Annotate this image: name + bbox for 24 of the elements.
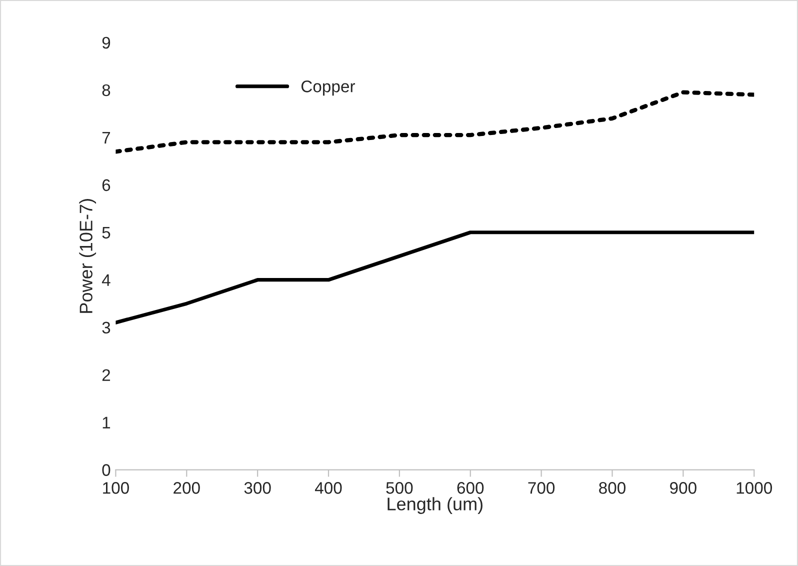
y-tick-label: 3 [102, 322, 110, 334]
x-tick-label: 600 [457, 482, 484, 494]
y-tick-label: 4 [102, 274, 110, 286]
y-tick-label: 8 [102, 84, 110, 96]
y-axis-title: Power (10E-7) [79, 199, 96, 313]
x-tick-label: 900 [670, 482, 696, 494]
y-tick-label: 2 [102, 369, 110, 381]
x-axis-title: Length (um) [388, 497, 482, 514]
y-tick-label: 5 [102, 226, 110, 239]
x-tick-label: 400 [314, 482, 342, 494]
y-tick-label: 0 [102, 464, 110, 476]
y-tick-label: 9 [102, 36, 110, 49]
x-tick-label: 100 [103, 482, 129, 494]
x-tick-label: 500 [386, 482, 413, 494]
line-series [116, 230, 754, 324]
legend-label: Copper [301, 80, 356, 96]
x-tick-label: 800 [599, 482, 626, 494]
y-tick-label: 6 [102, 179, 110, 192]
y-tick-label: 1 [102, 416, 110, 428]
y-tick-label: 7 [102, 132, 110, 144]
x-tick-label: 200 [174, 482, 200, 494]
x-tick-label: 300 [244, 482, 271, 494]
x-tick-label: 1000 [736, 482, 772, 494]
x-tick-label: 700 [528, 482, 555, 494]
